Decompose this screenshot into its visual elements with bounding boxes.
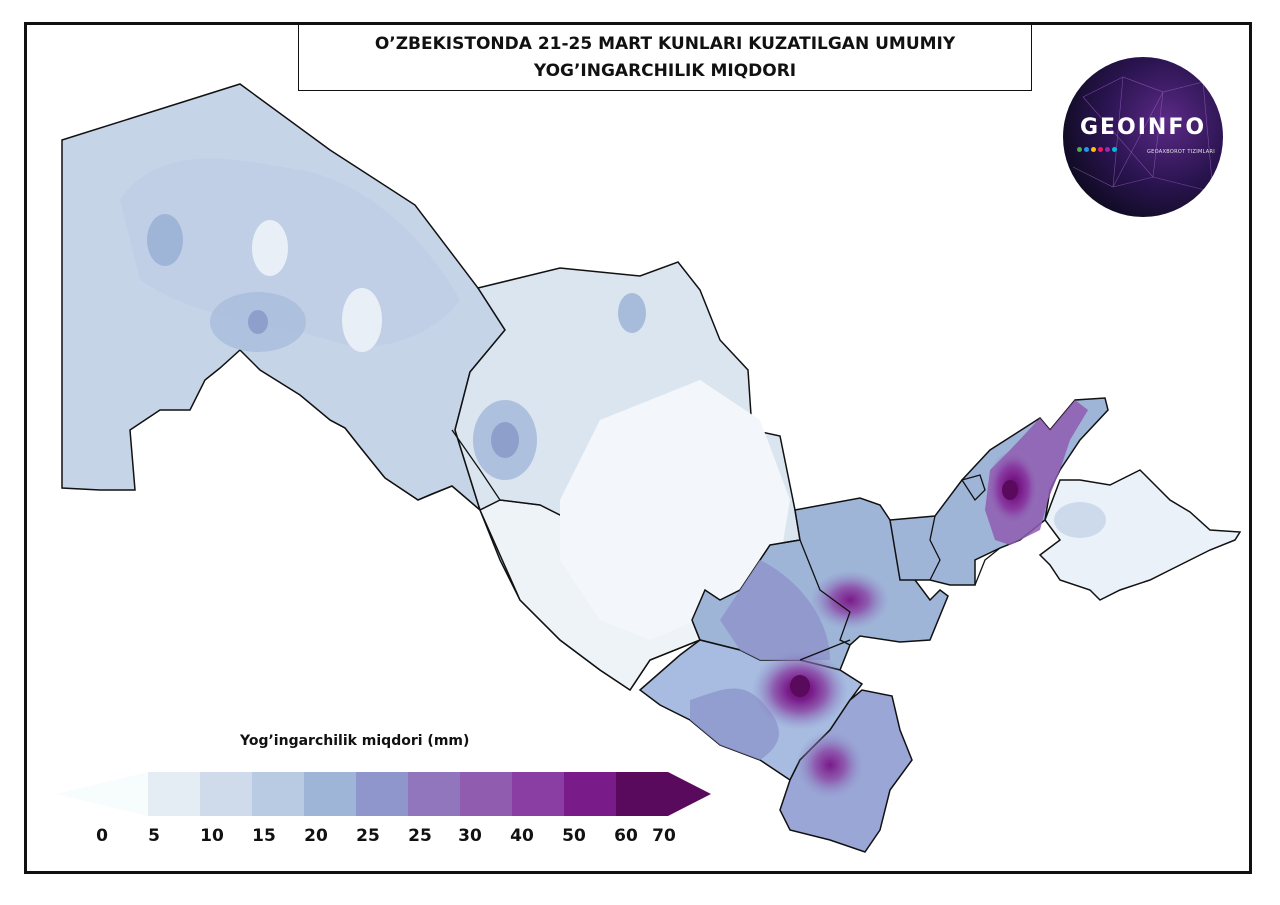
- legend-tick-label: 50: [562, 826, 586, 846]
- network-pattern-icon: [1072, 76, 1214, 193]
- legend-tick-label: 25: [408, 826, 432, 846]
- legend-swatch-5: [356, 772, 408, 816]
- legend-tick-label: 60: [614, 826, 638, 846]
- geoinfo-logo: GEOINFO GEOAXBOROT TIZIMLARI: [1063, 57, 1223, 217]
- legend-swatch-2: [200, 772, 252, 816]
- legend-tick-label: 15: [252, 826, 276, 846]
- legend-tick-label: 40: [510, 826, 534, 846]
- legend-swatch-1: [148, 772, 200, 816]
- legend-swatch-6: [408, 772, 460, 816]
- legend-tick-label: 5: [148, 826, 160, 846]
- logo-subtitle: GEOAXBOROT TIZIMLARI: [1147, 149, 1216, 155]
- legend-tick-label: 0: [96, 826, 108, 846]
- map-title-line2: YOG’INGARCHILIK MIQDORI: [533, 60, 797, 81]
- legend-swatch-4: [304, 772, 356, 816]
- legend-tick-label: 20: [304, 826, 328, 846]
- legend-tick-label: 25: [356, 826, 380, 846]
- legend-swatch-0: [56, 772, 148, 816]
- legend-swatch-9: [564, 772, 616, 816]
- legend-swatch-10: [616, 772, 711, 816]
- legend-swatch-8: [512, 772, 564, 816]
- logo-text: GEOINFO: [1079, 115, 1207, 140]
- legend-tick-label: 30: [458, 826, 482, 846]
- legend-tick-label: 10: [200, 826, 224, 846]
- legend-ticks: 0 5 10 15 20 25 25 30 40 50 60 70: [0, 826, 1280, 846]
- legend-title: Yog’ingarchilik miqdori (mm): [240, 733, 470, 749]
- legend-swatch-7: [460, 772, 512, 816]
- legend-swatch-3: [252, 772, 304, 816]
- region-fergana-valley: [1038, 469, 1242, 601]
- partner-logos-icon: [1077, 147, 1117, 152]
- map-title: O’ZBEKISTONDA 21-25 MART KUNLARI KUZATIL…: [298, 24, 1032, 91]
- legend-tick-label: 70: [652, 826, 676, 846]
- legend-color-bar: [56, 772, 711, 816]
- map-title-line1: O’ZBEKISTONDA 21-25 MART KUNLARI KUZATIL…: [374, 33, 956, 54]
